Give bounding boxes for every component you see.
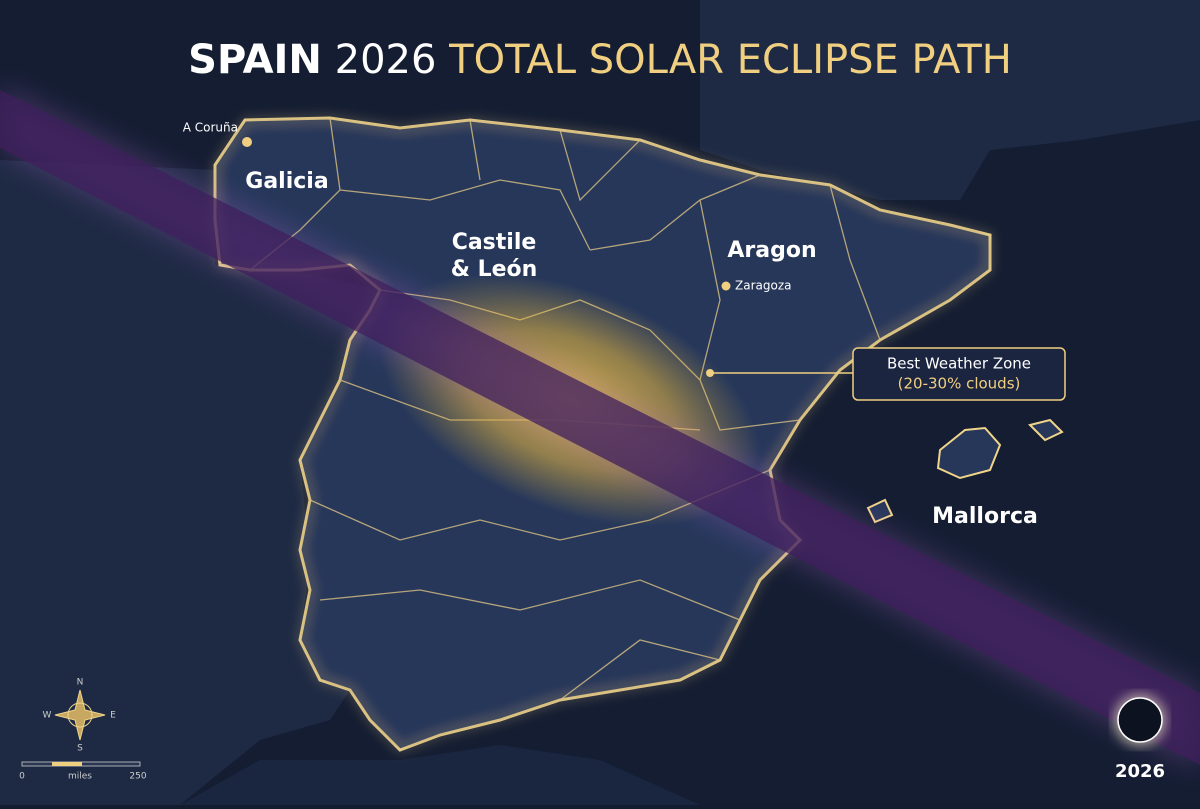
callout-box	[852, 347, 1066, 401]
scale-bar: 0 miles 250	[19, 761, 147, 782]
title: SPAIN 2026 TOTAL SOLAR ECLIPSE PATH	[188, 37, 1012, 83]
badge-year: 2026	[1115, 761, 1165, 782]
islands	[866, 418, 1064, 524]
compass-label: N	[77, 678, 84, 688]
moon	[1117, 697, 1163, 743]
compass-label: S	[77, 744, 83, 754]
compass-label: W	[43, 711, 52, 721]
title-year: 2026	[335, 37, 437, 83]
portugal	[0, 160, 380, 805]
city-label: A Coruña	[183, 121, 238, 135]
callout-dot	[706, 369, 714, 377]
compass-ring	[67, 702, 93, 728]
callout-title: Best Weather Zone	[887, 355, 1031, 373]
region-label: Castile	[452, 230, 537, 255]
city-dot	[721, 281, 731, 291]
eclipse-badge: 2026	[1114, 694, 1166, 782]
city-dot	[242, 137, 252, 147]
scale-label: miles	[68, 772, 92, 782]
region-label: & León	[451, 257, 538, 282]
title-subtitle: TOTAL SOLAR ECLIPSE PATH	[448, 37, 1012, 83]
eclipse-path	[0, 90, 1200, 765]
scale-label: 250	[129, 772, 146, 782]
scale-label: 0	[19, 772, 25, 782]
region-label: Galicia	[245, 169, 328, 194]
scale-segment	[52, 762, 82, 766]
compass-label: E	[110, 711, 116, 721]
compass: N E S W	[43, 678, 117, 754]
morocco	[180, 745, 700, 805]
mallorca-island	[936, 426, 1002, 480]
region-label: Mallorca	[932, 504, 1038, 529]
france	[700, 0, 1200, 200]
ibiza-island	[866, 498, 894, 524]
menorca-island	[1028, 418, 1064, 442]
city-label: Zaragoza	[735, 279, 791, 293]
region-label: Aragon	[727, 238, 816, 263]
callout-note: (20-30% clouds)	[898, 375, 1021, 393]
title-country: SPAIN	[188, 37, 322, 83]
